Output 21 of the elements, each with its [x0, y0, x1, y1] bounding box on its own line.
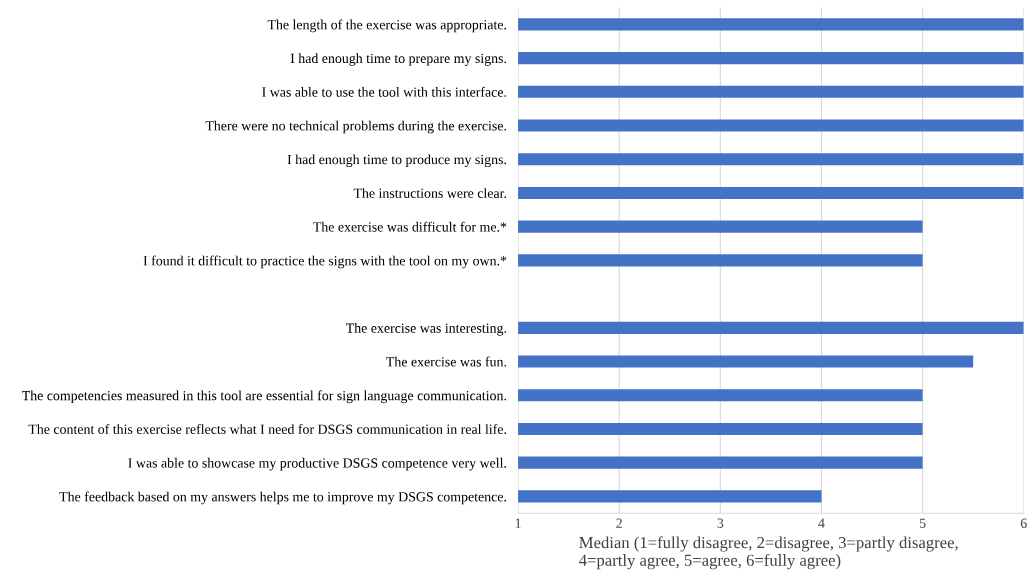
- x-tick-label: 5: [919, 518, 926, 528]
- x-tick-label: 4: [818, 518, 825, 528]
- x-tick-label: 3: [717, 518, 724, 528]
- y-tick-label: The feedback based on my answers helps me to improve my DSGS competence.: [59, 491, 507, 505]
- y-tick-label: The exercise was difficult for me.*: [313, 221, 507, 232]
- y-tick-label: I was able to showcase my productive DSGS competence very well.: [128, 457, 507, 471]
- x-tick-label: 6: [1020, 518, 1027, 528]
- y-tick-label: The competencies measured in this tool are essential for sign language communication.: [22, 390, 507, 404]
- y-tick-label: The exercise was fun.: [386, 356, 507, 367]
- x-tick-label: 2: [616, 518, 622, 528]
- x-tick-label: 1: [515, 518, 521, 528]
- y-tick-label: There were no technical problems during the exercise.: [205, 120, 507, 134]
- y-tick-label: I was able to use the tool with this interface.: [262, 86, 507, 97]
- y-tick-label: I had enough time to produce my signs.: [287, 154, 507, 168]
- y-tick-label: I had enough time to prepare my signs.: [290, 53, 507, 66]
- y-tick-label: The exercise was interesting.: [346, 323, 507, 336]
- y-tick-label: The length of the exercise was appropriate.: [267, 19, 507, 33]
- y-tick-label: The instructions were clear.: [353, 188, 507, 198]
- y-tick-label: I found it difficult to practice the signs with the tool on my own.*: [143, 255, 507, 269]
- y-tick-label: The content of this exercise reflects what I need for DSGS communication in real life.: [28, 424, 507, 434]
- x-axis-title: Median (1=fully disagree, 2=disagree, 3=partly disagree, 4=partly agree, 5=agree, 6=fully agree): [579, 536, 958, 570]
